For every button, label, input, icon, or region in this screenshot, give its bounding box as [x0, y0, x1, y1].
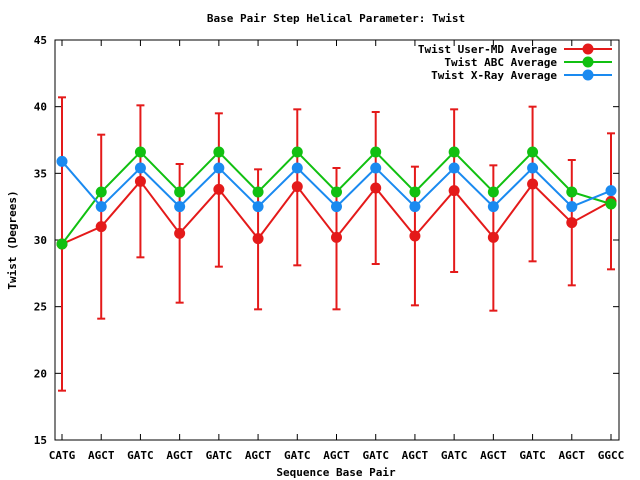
data-point — [331, 201, 342, 213]
x-tick-label: AGCT — [245, 449, 272, 462]
data-point — [95, 186, 107, 198]
data-point — [252, 186, 264, 198]
data-point — [95, 221, 107, 233]
y-tick-label: 20 — [34, 367, 47, 380]
x-tick-label: GATC — [441, 449, 468, 462]
data-point — [291, 146, 303, 158]
data-point — [605, 185, 617, 197]
data-point — [370, 162, 382, 174]
x-tick-label: GGCC — [598, 449, 625, 462]
x-tick-label: AGCT — [402, 449, 429, 462]
data-point — [566, 186, 578, 198]
legend-marker — [582, 56, 594, 68]
data-point — [252, 201, 264, 213]
data-point — [409, 201, 421, 213]
x-tick-label: AGCT — [480, 449, 507, 462]
x-tick-label: AGCT — [323, 449, 350, 462]
x-tick-label: AGCT — [559, 449, 586, 462]
data-point — [134, 175, 146, 187]
data-point — [95, 201, 107, 213]
legend-label: Twist ABC Average — [444, 56, 557, 69]
data-point — [527, 178, 539, 190]
legend-marker — [582, 43, 594, 55]
data-point — [487, 201, 499, 213]
data-point — [56, 238, 68, 250]
data-point — [487, 231, 499, 243]
x-tick-label: CATG — [49, 449, 76, 462]
data-point — [370, 146, 382, 158]
y-tick-label: 40 — [34, 101, 47, 114]
x-tick-label: AGCT — [166, 449, 193, 462]
x-tick-label: AGCT — [88, 449, 115, 462]
y-tick-label: 45 — [34, 34, 47, 47]
plot-area: 15 20 25 30 35 40 45 CATG AGCT GATC AGCT GATC AGCT GA… — [34, 34, 625, 462]
y-tick-label: 15 — [34, 434, 47, 447]
data-point — [566, 217, 578, 229]
x-tick-label: GATC — [519, 449, 546, 462]
legend-marker — [582, 69, 594, 81]
x-tick-label: GATC — [284, 449, 311, 462]
data-point — [291, 162, 303, 174]
data-point — [566, 201, 578, 213]
data-point — [331, 186, 342, 198]
data-point — [370, 182, 382, 194]
data-point — [448, 185, 460, 197]
legend-label: Twist X-Ray Average — [431, 69, 557, 82]
y-tick-label: 35 — [34, 167, 47, 180]
data-point — [56, 155, 68, 167]
data-point — [331, 231, 342, 243]
chart-title: Base Pair Step Helical Parameter: Twist — [207, 12, 465, 25]
data-point — [448, 162, 460, 174]
data-point — [605, 198, 617, 210]
data-point — [409, 186, 421, 198]
data-point — [213, 183, 225, 195]
data-point — [213, 146, 225, 158]
data-point — [134, 162, 146, 174]
data-point — [527, 162, 539, 174]
data-point — [174, 186, 186, 198]
data-point — [448, 146, 460, 158]
x-tick-label: GATC — [206, 449, 233, 462]
data-point — [174, 201, 186, 213]
data-point — [213, 162, 225, 174]
y-tick-label: 25 — [34, 301, 47, 314]
data-point — [174, 227, 186, 239]
x-tick-label: GATC — [362, 449, 389, 462]
data-point — [487, 186, 499, 198]
y-tick-label: 30 — [34, 234, 47, 247]
legend-label: Twist User-MD Average — [418, 43, 557, 56]
data-point — [527, 146, 539, 158]
y-axis-label: Twist (Degrees) — [6, 190, 19, 289]
data-point — [134, 146, 146, 158]
x-tick-label: GATC — [127, 449, 154, 462]
x-axis-label: Sequence Base Pair — [276, 466, 396, 479]
data-point — [291, 181, 303, 193]
data-point — [409, 230, 421, 242]
data-point — [252, 233, 264, 245]
